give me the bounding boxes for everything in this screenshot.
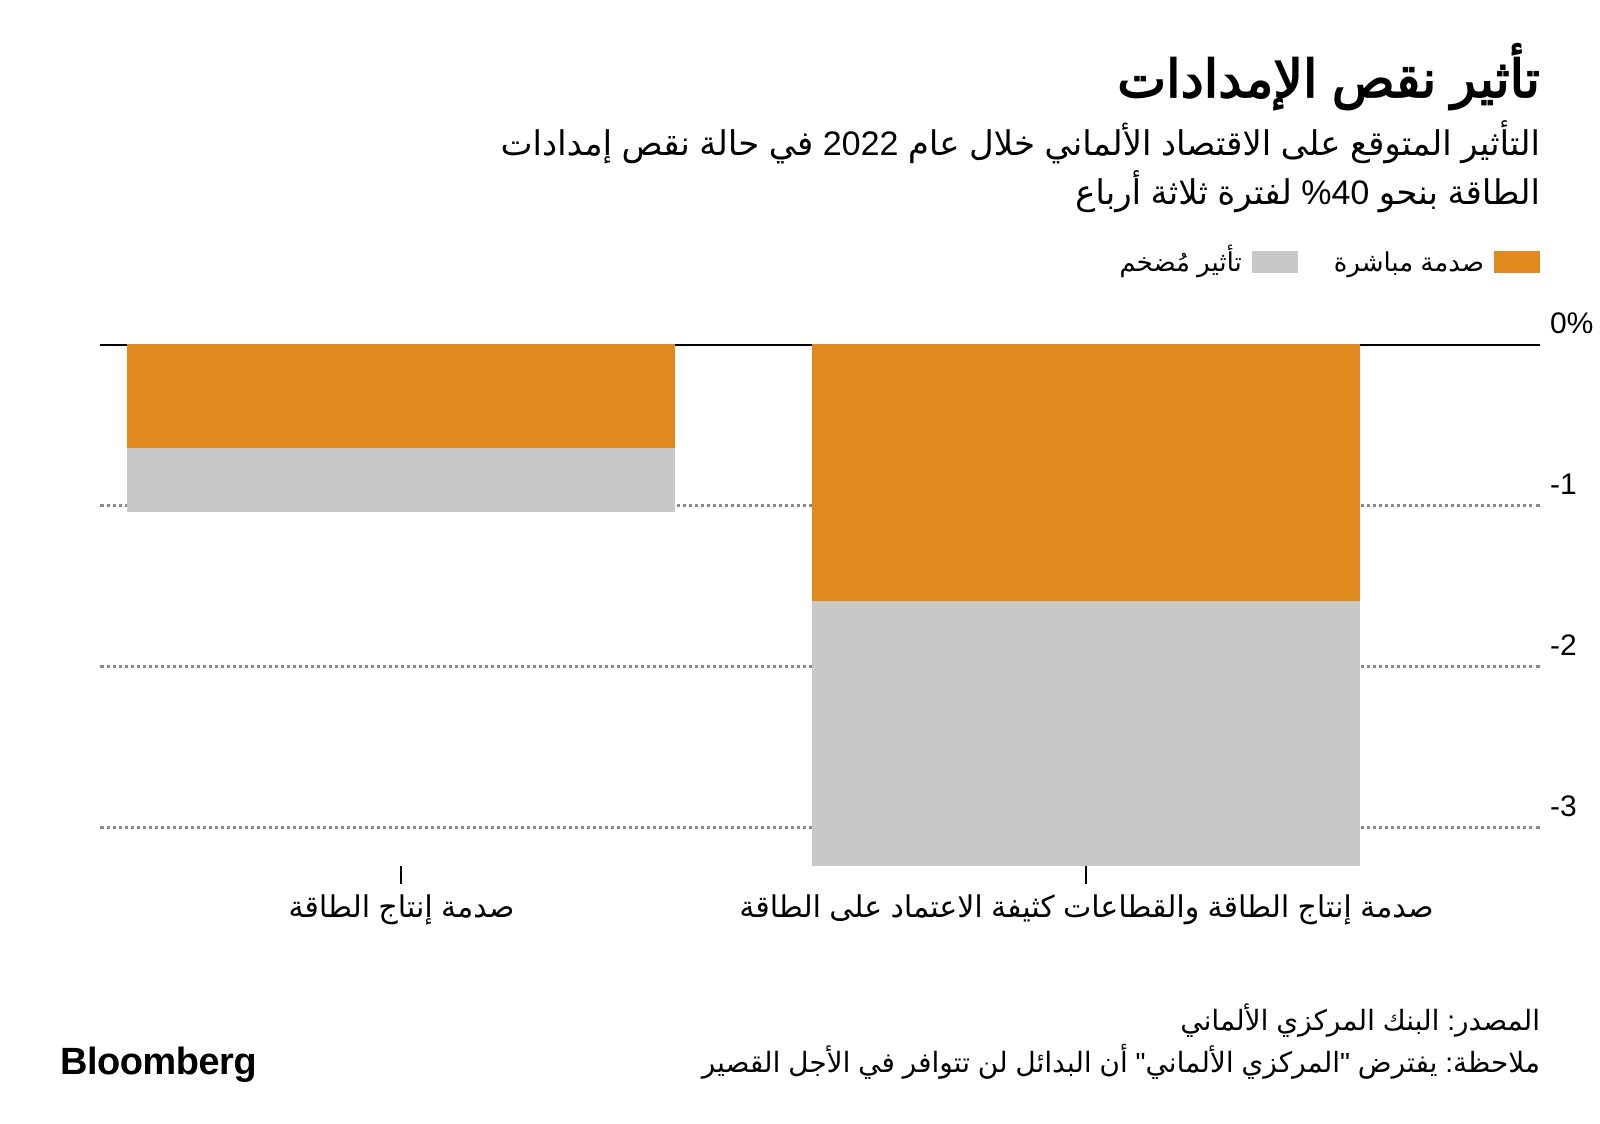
chart-title: تأثير نقص الإمدادات	[60, 50, 1540, 110]
bar-group-full	[812, 344, 1360, 866]
legend: صدمة مباشرة تأثير مُضخم	[60, 247, 1540, 278]
chart-area: 0%-1-2-3صدمة إنتاج الطاقة والقطاعات كثيف…	[100, 310, 1540, 976]
source-line: المصدر: البنك المركزي الألماني	[702, 1000, 1540, 1042]
bar-amplified	[127, 448, 675, 512]
x-tick	[1085, 866, 1087, 884]
bar-group-energy	[127, 344, 675, 866]
bar-direct	[812, 344, 1360, 601]
legend-label-amplified: تأثير مُضخم	[1119, 247, 1241, 278]
bar-amplified	[812, 601, 1360, 866]
footer: المصدر: البنك المركزي الألماني ملاحظة: ي…	[60, 1000, 1540, 1084]
x-axis-label: صدمة إنتاج الطاقة	[288, 890, 514, 925]
chart-subtitle: التأثير المتوقع على الاقتصاد الألماني خل…	[440, 120, 1540, 219]
y-axis-label: -2	[1550, 629, 1577, 663]
footer-text: المصدر: البنك المركزي الألماني ملاحظة: ي…	[702, 1000, 1540, 1084]
swatch-amplified-icon	[1252, 251, 1298, 273]
brand-logo: Bloomberg	[60, 1041, 256, 1084]
x-tick	[400, 866, 402, 884]
legend-item-direct: صدمة مباشرة	[1334, 247, 1540, 278]
legend-label-direct: صدمة مباشرة	[1334, 247, 1484, 278]
swatch-direct-icon	[1494, 251, 1540, 273]
x-axis-label: صدمة إنتاج الطاقة والقطاعات كثيفة الاعتم…	[739, 890, 1433, 925]
note-line: ملاحظة: يفترض "المركزي الألماني" أن البد…	[702, 1042, 1540, 1084]
plot-area: 0%-1-2-3صدمة إنتاج الطاقة والقطاعات كثيف…	[100, 344, 1470, 866]
y-axis-label: -3	[1550, 790, 1577, 824]
chart-container: تأثير نقص الإمدادات التأثير المتوقع على …	[0, 0, 1600, 1124]
bar-direct	[127, 344, 675, 448]
y-axis-label: 0%	[1550, 306, 1593, 340]
y-axis-label: -1	[1550, 468, 1577, 502]
legend-item-amplified: تأثير مُضخم	[1119, 247, 1297, 278]
